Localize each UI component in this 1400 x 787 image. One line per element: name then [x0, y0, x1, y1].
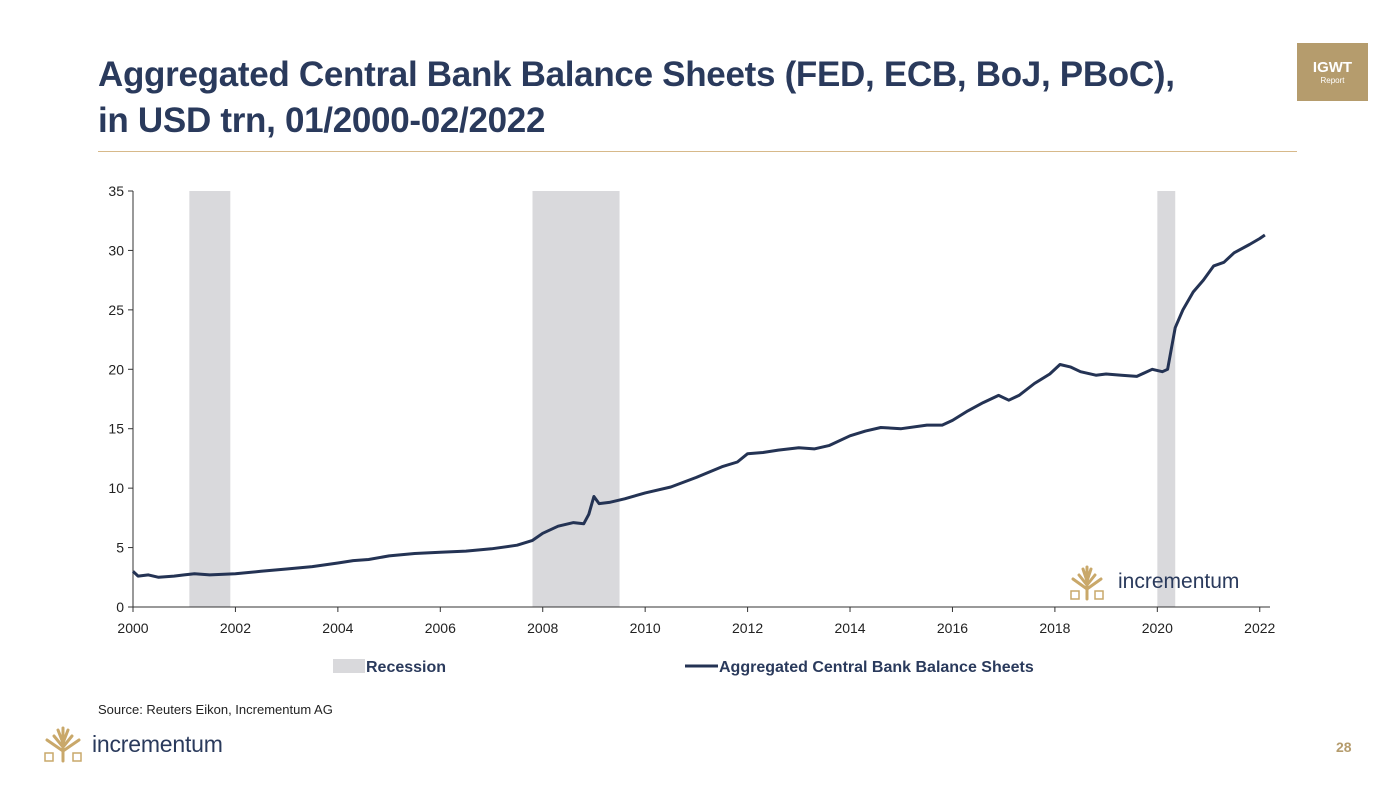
series-line	[131, 233, 1266, 579]
x-tick-label: 2014	[834, 620, 865, 636]
chart-legend: Recession Aggregated Central Bank Balance…	[333, 659, 1034, 676]
y-tick-label: 10	[108, 480, 124, 496]
x-tick-label: 2002	[220, 620, 251, 636]
recession-bands	[189, 191, 1176, 607]
x-tick-label: 2008	[527, 620, 558, 636]
recession-band	[532, 191, 620, 607]
source-note: Source: Reuters Eikon, Incrementum AG	[98, 702, 333, 717]
brand-wordmark: incrementum	[92, 730, 223, 757]
y-tick-label: 30	[108, 242, 124, 258]
watermark-text: incrementum	[1118, 570, 1239, 593]
y-tick-label: 35	[108, 183, 124, 199]
balance-sheet-chart: 0 5 10 15 20 25 30 35 2000 2002 2004 2006 2008 2010 20…	[108, 183, 1275, 676]
chart-watermark: incrementum	[1070, 565, 1239, 601]
y-tick-label: 25	[108, 302, 124, 318]
legend-swatch-recession	[333, 659, 365, 673]
title-divider	[98, 151, 1297, 152]
igwt-report-badge: IGWT Report	[1297, 43, 1368, 101]
x-tick-label: 2020	[1142, 620, 1173, 636]
chart-axes: 0 5 10 15 20 25 30 35 2000 2002 2004 2006 2008 2010 20…	[108, 183, 1275, 636]
x-tick-label: 2012	[732, 620, 763, 636]
badge-main-text: IGWT	[1312, 59, 1353, 76]
x-tick-label: 2006	[425, 620, 456, 636]
x-tick-label: 2000	[117, 620, 148, 636]
recession-band	[189, 191, 231, 607]
recession-band	[1157, 191, 1176, 607]
x-tick-label: 2022	[1244, 620, 1275, 636]
y-tick-label: 20	[108, 361, 124, 377]
y-tick-label: 5	[116, 540, 124, 556]
page-number: 28	[1336, 739, 1352, 755]
tree-logo-icon	[1070, 565, 1104, 601]
title-line-1: Aggregated Central Bank Balance Sheets (…	[98, 55, 1175, 94]
footer-brand: incrementum	[44, 724, 223, 764]
tree-logo-icon	[44, 726, 82, 763]
x-tick-label: 2016	[937, 620, 968, 636]
y-tick-label: 15	[108, 421, 124, 437]
legend-label-series: Aggregated Central Bank Balance Sheets	[719, 659, 1034, 676]
slide-title: Aggregated Central Bank Balance Sheets (…	[98, 52, 1248, 144]
badge-sub-text: Report	[1320, 76, 1345, 85]
title-line-2: in USD trn, 01/2000-02/2022	[98, 101, 546, 140]
x-tick-label: 2004	[322, 620, 353, 636]
x-tick-label: 2010	[630, 620, 661, 636]
x-tick-label: 2018	[1039, 620, 1070, 636]
y-tick-label: 0	[116, 599, 124, 615]
series-lines	[131, 233, 1266, 579]
legend-label-recession: Recession	[366, 659, 446, 676]
